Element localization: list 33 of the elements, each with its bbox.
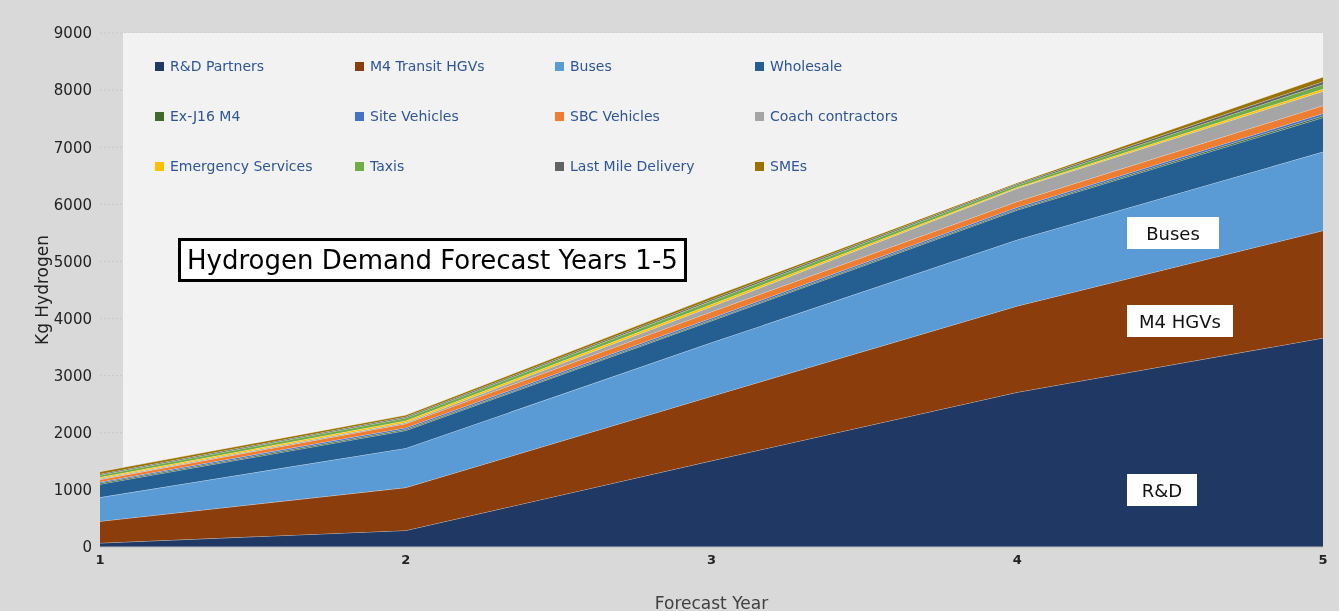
- x-tick-label: 2: [401, 552, 411, 568]
- legend-label: Taxis: [370, 158, 405, 174]
- text: Hydrogen Demand Forecast Years 1-5: [178, 238, 687, 282]
- annotation: M4 HGVs: [1127, 305, 1233, 337]
- y-tick-label: 5000: [53, 252, 92, 271]
- legend-label: Buses: [570, 58, 612, 74]
- y-tick-label: 4000: [53, 309, 92, 328]
- legend-label: SMEs: [770, 158, 808, 174]
- y-tick-label: 1000: [53, 481, 92, 500]
- y-tick-label: 0: [82, 538, 92, 557]
- legend-label: Site Vehicles: [370, 108, 459, 124]
- x-tick-label: 1: [95, 552, 105, 568]
- legend-label: Emergency Services: [170, 158, 313, 174]
- x-tick-label: 5: [1318, 552, 1328, 568]
- annotation: Buses: [1127, 217, 1219, 249]
- y-tick-label: 8000: [53, 81, 92, 100]
- y-axis-title: Kg Hydrogen: [32, 234, 53, 346]
- y-tick-label: 2000: [53, 424, 92, 443]
- legend-label: Wholesale: [770, 58, 843, 74]
- y-tick-label: 9000: [53, 24, 92, 43]
- legend-label: R&D Partners: [170, 58, 265, 74]
- legend-label: SBC Vehicles: [570, 108, 660, 124]
- annotation: R&D: [1127, 474, 1197, 506]
- x-tick-label: 3: [706, 552, 717, 568]
- y-tick-label: 7000: [53, 138, 92, 157]
- legend-label: Last Mile Delivery: [570, 158, 695, 174]
- x-tick-label: 4: [1012, 552, 1022, 568]
- y-tick-label: 6000: [53, 195, 92, 214]
- legend-label: M4 Transit HGVs: [370, 58, 485, 74]
- x-axis-title: Forecast Year: [654, 593, 769, 611]
- legend-label: Ex-J16 M4: [170, 108, 241, 124]
- legend-label: Coach contractors: [770, 108, 898, 124]
- y-tick-label: 3000: [53, 366, 92, 385]
